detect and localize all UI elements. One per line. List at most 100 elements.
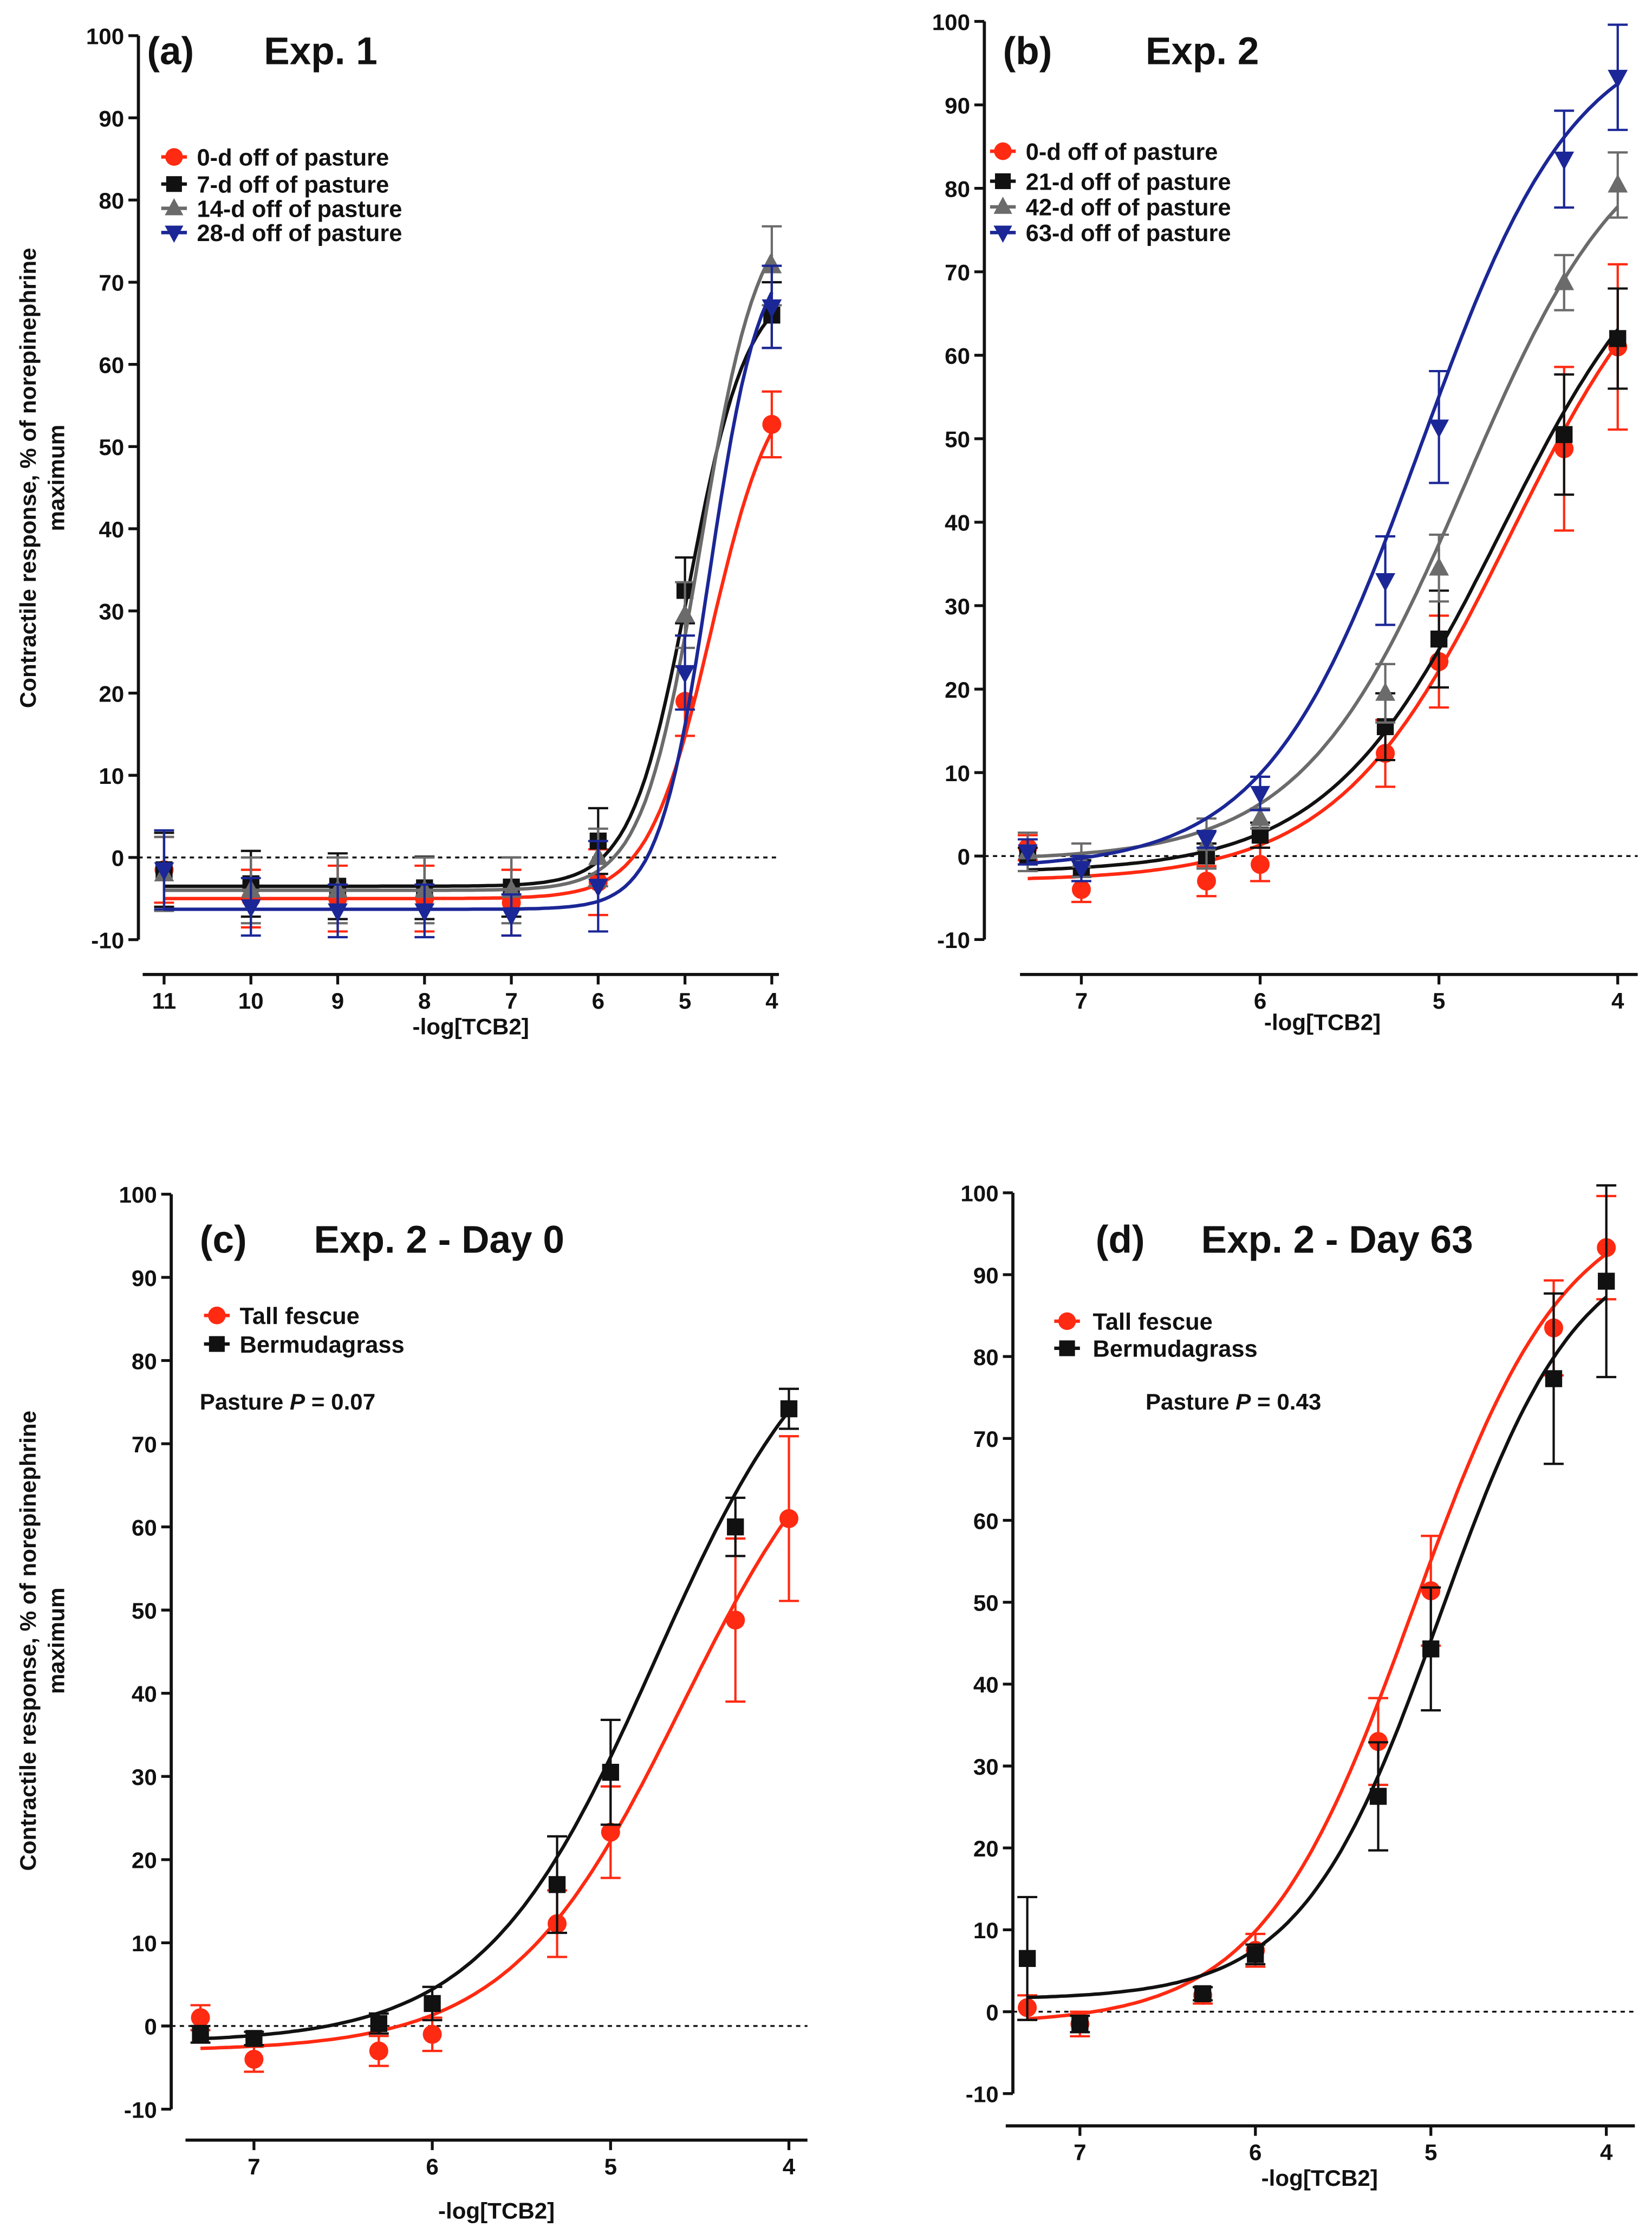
data-point: [154, 829, 174, 911]
y-tick-label: 60: [945, 343, 970, 369]
square-marker: [424, 1995, 441, 2012]
series-28-d-off-of-pasture: [154, 264, 782, 939]
data-point: [1596, 1184, 1617, 1379]
y-tick-label: 40: [945, 510, 970, 536]
fit-curve: [1027, 205, 1620, 859]
data-point: [1245, 1943, 1266, 1966]
y-tick-label: 60: [99, 352, 124, 378]
x-tick-label: 4: [1611, 988, 1624, 1014]
x-axis-label: -log[TCB2]: [413, 1014, 529, 1039]
data-point: [1554, 373, 1575, 496]
y-tick-label: 20: [99, 681, 124, 706]
triangle-down-marker: [1196, 832, 1217, 850]
series-42-d-off-of-pasture: [1017, 151, 1628, 878]
data-point: [244, 2046, 264, 2073]
y-tick-label: 100: [86, 24, 124, 49]
y-tick-label: 100: [960, 1181, 998, 1206]
pasture-p-value: Pasture P = 0.07: [200, 1389, 375, 1414]
legend-item: 28-d off of pasture: [161, 220, 402, 246]
panel-b: -10 0 10 20 30 40 50 60 70 80 90 100 7 6 5 4 (b) Exp. 2 -l…: [932, 9, 1638, 1035]
legend-square-icon: [995, 173, 1011, 190]
data-point: [368, 2035, 389, 2067]
triangle-down-marker: [154, 862, 174, 881]
annotation-prefix: Pasture: [200, 1389, 290, 1414]
data-point: [1608, 23, 1628, 131]
panel-d: -10 0 10 20 30 40 50 60 70 80 90 100 7 6 5 4 (d) Exp. 2 -…: [960, 1181, 1635, 2191]
y-tick-label: 80: [973, 1345, 999, 1370]
triangle-down-marker: [240, 899, 261, 918]
square-marker: [1609, 330, 1627, 347]
triangle-down-marker: [1554, 151, 1575, 171]
data-point: [1429, 533, 1449, 603]
y-tick-label: 90: [973, 1263, 999, 1288]
legend-item: Bermudagrass: [204, 1332, 405, 1358]
fit-curve: [164, 431, 773, 900]
x-tick-label: 7: [248, 2154, 260, 2179]
square-marker: [1422, 1640, 1440, 1658]
y-tick-label: -10: [124, 2097, 157, 2122]
legend-circle-icon: [165, 148, 183, 166]
data-point: [414, 883, 435, 939]
y-tick-label: 100: [119, 1182, 157, 1207]
y-tick-label: -10: [966, 2082, 999, 2107]
triangle-down-marker: [1429, 419, 1449, 438]
x-tick-label: 6: [426, 2154, 438, 2179]
data-point: [1429, 589, 1449, 689]
legend-circle-icon: [208, 1307, 226, 1324]
panel-title: Exp. 2: [1146, 30, 1259, 73]
triangle-up-marker: [501, 879, 522, 898]
data-point: [1554, 254, 1575, 311]
y-tick-label: 100: [932, 9, 970, 35]
legend-item: 14-d off of pasture: [161, 196, 402, 222]
circle-marker: [762, 414, 782, 434]
fit-curve: [1027, 82, 1619, 865]
legend-label: 0-d off of pasture: [1026, 139, 1218, 165]
data-point: [1421, 1586, 1441, 1712]
y-tick-label: 50: [99, 434, 124, 460]
triangle-up-marker: [675, 604, 695, 623]
triangle-down-marker: [328, 903, 348, 922]
data-point: [547, 1835, 567, 1934]
y-tick-label: 80: [99, 188, 124, 213]
data-point: [244, 2030, 264, 2047]
legend-triangle-down-icon: [165, 225, 184, 243]
y-axis-label-line: maximum: [44, 1587, 69, 1694]
panel-title: Exp. 2 - Day 63: [1201, 1218, 1473, 1261]
square-marker: [1194, 1985, 1212, 2003]
y-tick-label: 30: [99, 599, 124, 625]
y-tick-label: -10: [91, 927, 124, 953]
data-point: [190, 2024, 211, 2044]
x-tick-label: 4: [765, 988, 778, 1014]
series-7-d-off-of-pasture: [154, 281, 782, 920]
circle-marker: [369, 2041, 388, 2061]
panel-label: (a): [147, 30, 194, 73]
x-tick-label: 6: [1249, 2140, 1261, 2165]
legend-item: 0-d off of pasture: [161, 145, 389, 171]
data-point: [501, 893, 522, 937]
fit-curve: [200, 1514, 791, 2050]
square-marker: [1369, 1788, 1387, 1805]
panel-title: Exp. 1: [264, 30, 377, 73]
y-tick-label: 90: [99, 106, 124, 131]
legend-item: 21-d off of pasture: [990, 169, 1231, 195]
square-marker: [548, 1876, 566, 1893]
data-point: [240, 876, 261, 937]
x-tick-label: 7: [1075, 988, 1088, 1014]
panel-c: -10 0 10 20 30 40 50 60 70 80 90 100 7 6 5 4 (c) Exp. 2 -…: [15, 1182, 808, 2223]
circle-marker: [726, 1611, 745, 1630]
y-axis-label-line: Contractile response, % of norepinephrin…: [15, 1411, 41, 1871]
y-tick-label: 30: [132, 1764, 157, 1790]
triangle-down-marker: [1375, 573, 1396, 592]
data-point: [1017, 1895, 1038, 2021]
data-point: [1196, 829, 1217, 850]
triangle-down-marker: [675, 665, 695, 684]
square-marker: [602, 1763, 619, 1781]
y-tick-label: 0: [144, 2014, 157, 2040]
triangle-down-marker: [1608, 69, 1628, 89]
y-tick-label: 20: [945, 677, 970, 703]
square-marker: [1071, 2015, 1089, 2033]
legend-label: 14-d off of pasture: [197, 196, 402, 222]
x-tick-label: 8: [418, 988, 431, 1014]
fit-curve: [200, 1410, 791, 2041]
